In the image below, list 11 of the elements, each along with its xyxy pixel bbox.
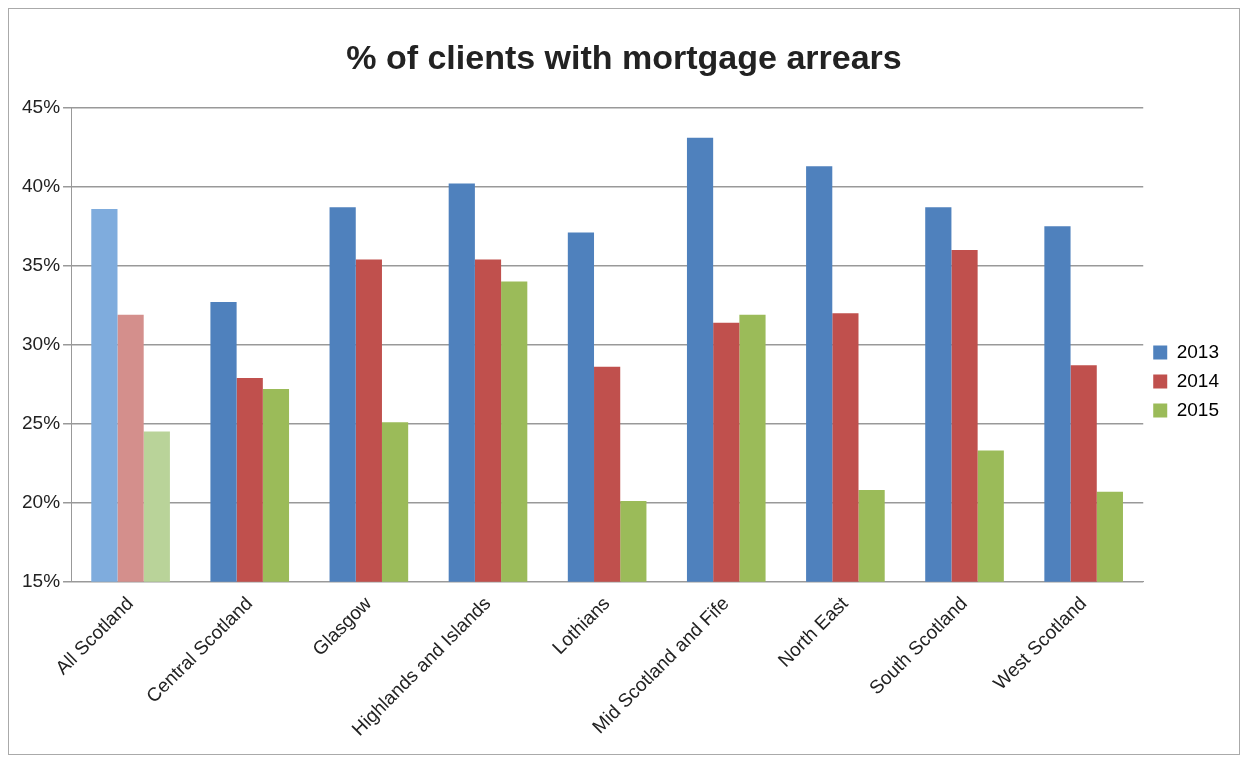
legend-label: 2015 [1176,398,1220,420]
y-tick-label: 35% [22,253,61,275]
y-tick-label: 15% [22,569,61,591]
y-tick-label: 40% [22,175,61,197]
legend-label: 2014 [1176,369,1220,391]
y-tick-label: 20% [22,490,61,512]
chart-title: % of clients with mortgage arrears [346,37,902,76]
legend-label: 2013 [1176,340,1220,362]
y-tick-label: 45% [22,96,61,118]
y-tick-label: 25% [22,411,61,433]
y-tick-label: 30% [22,332,61,354]
